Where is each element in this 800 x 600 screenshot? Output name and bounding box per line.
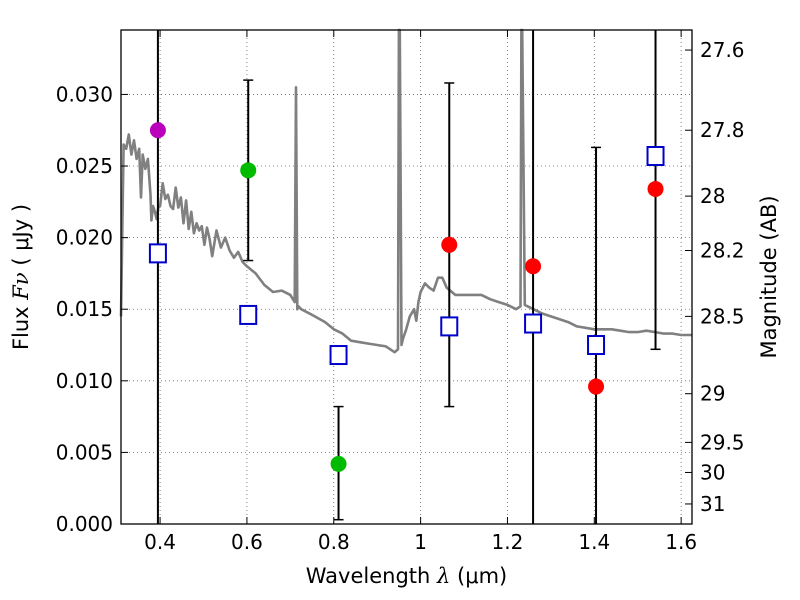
right-tick-label: 29 xyxy=(700,382,725,406)
right-tick-label: 28.2 xyxy=(700,239,745,263)
model-photometry xyxy=(148,146,665,366)
model-point xyxy=(148,243,167,264)
x-tick-label: 0.4 xyxy=(144,530,176,554)
right-tick-label: 30 xyxy=(700,460,725,484)
grid xyxy=(121,30,692,525)
right-tick-label: 27.8 xyxy=(700,118,745,142)
x-tick-label: 1 xyxy=(414,530,427,554)
model-point xyxy=(440,316,459,337)
data-point xyxy=(441,236,458,253)
data-point xyxy=(647,180,664,197)
data-point xyxy=(149,122,166,139)
data-point xyxy=(240,162,257,179)
error-bars xyxy=(156,30,661,524)
model-point xyxy=(524,313,543,334)
model-point xyxy=(239,304,258,325)
model-point xyxy=(646,146,665,167)
x-tick-label: 0.8 xyxy=(318,530,350,554)
sed-spectrum xyxy=(119,28,692,354)
model-point xyxy=(329,345,348,366)
y-tick-label: 0.025 xyxy=(56,154,113,178)
right-tick-label: 31 xyxy=(700,492,725,516)
x-tick-label: 0.6 xyxy=(231,530,263,554)
y-tick-label: 0.000 xyxy=(56,512,113,536)
x-tick-label: 1.2 xyxy=(492,530,524,554)
right-tick-label: 29.5 xyxy=(700,430,745,454)
axis-ticks: 0.4 0.6 0.8 1 1.2 1.4 1.6 0.000 0.005 0.010 0.015 0… xyxy=(56,30,745,554)
x-axis-label: Wavelength λ (μm) xyxy=(306,564,507,588)
y-tick-label: 0.030 xyxy=(56,82,113,106)
y-tick-label: 0.020 xyxy=(56,226,113,250)
y-tick-label: 0.015 xyxy=(56,297,113,321)
observed-photometry xyxy=(149,122,664,472)
model-point xyxy=(587,335,606,356)
y-axis-right-label: Magnitude (AB) xyxy=(757,195,781,358)
y-tick-label: 0.010 xyxy=(56,369,113,393)
right-tick-label: 28.5 xyxy=(700,304,745,328)
plot-frame xyxy=(120,29,693,525)
right-tick-label: 28 xyxy=(700,184,725,208)
spectrum-line xyxy=(119,28,692,354)
right-tick-label: 27.6 xyxy=(700,38,745,62)
data-point xyxy=(330,455,347,472)
data-point xyxy=(525,258,542,275)
y-axis-label: Flux Fν ( μJy ) xyxy=(9,204,33,350)
x-tick-label: 1.4 xyxy=(578,530,610,554)
y-tick-label: 0.005 xyxy=(56,440,113,464)
x-tick-label: 1.6 xyxy=(665,530,697,554)
data-point xyxy=(588,378,605,395)
